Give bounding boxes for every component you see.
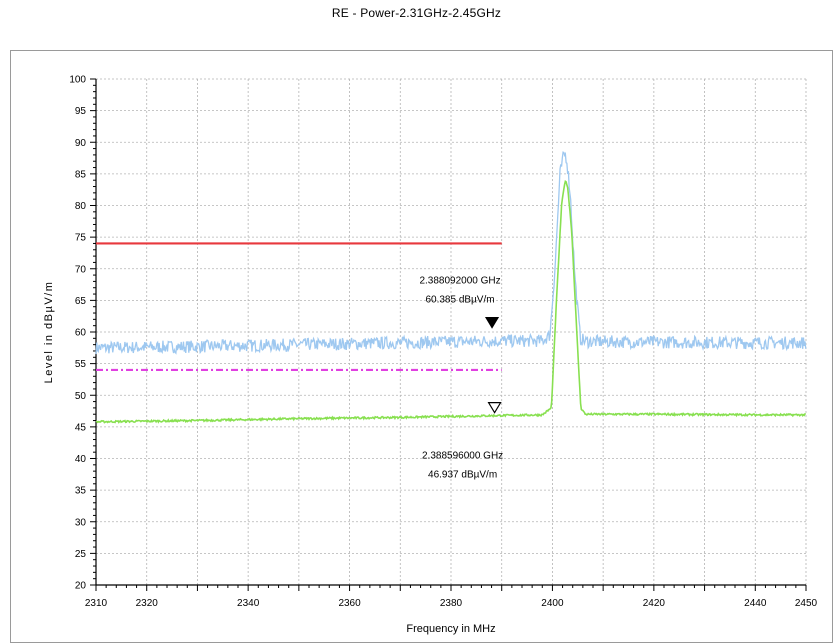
- limit-lines: [96, 242, 502, 372]
- series-line: [95, 151, 807, 355]
- y-axis-title: Level in dBµV/m: [43, 281, 55, 384]
- y-tick-label: 95: [75, 106, 87, 117]
- x-tick-label: 2420: [643, 598, 666, 609]
- y-tick-label: 85: [75, 169, 87, 180]
- y-tick-label: 60: [75, 328, 87, 339]
- x-tick-label: 2340: [237, 598, 260, 609]
- y-tick-label: 30: [75, 517, 87, 528]
- x-axis-title: Frequency in MHz: [406, 623, 495, 635]
- y-tick-label: 65: [75, 296, 87, 307]
- grid: [95, 78, 807, 586]
- marker-level: 60.385 dBµV/m: [425, 295, 494, 306]
- y-tick-label: 55: [75, 359, 87, 370]
- y-tick-label: 90: [75, 138, 87, 149]
- y-tick-label: 35: [75, 486, 87, 497]
- x-tick-label: 2400: [541, 598, 564, 609]
- x-tick-label: 2310: [85, 598, 108, 609]
- series: [95, 151, 807, 424]
- marker-triangle: [484, 316, 500, 329]
- marker-level: 46.937 dBµV/m: [428, 470, 497, 481]
- marker-frequency: 2.388092000 GHz: [419, 276, 500, 287]
- marker-triangle: [487, 402, 502, 414]
- y-tick-label: 80: [75, 201, 87, 212]
- x-tick-label: 2450: [795, 598, 818, 609]
- y-tick-label: 45: [75, 422, 87, 433]
- y-tick-label: 25: [75, 549, 87, 560]
- markers: 2.388092000 GHz 60.385 dBµV/m 2.388596000 …: [419, 276, 503, 481]
- chart-title: RE - Power-2.31GHz-2.45GHz: [331, 6, 502, 20]
- y-tick-label: 40: [75, 454, 87, 465]
- x-tick-label: 2360: [338, 598, 361, 609]
- y-tick-label: 70: [75, 264, 87, 275]
- x-tick-label: 2320: [136, 598, 159, 609]
- ticks: 2310 2320 2340 2360 2380 2400 2420 2440 2450 20 25…: [69, 75, 817, 610]
- y-tick-label: 20: [75, 581, 87, 592]
- marker-frequency: 2.388596000 GHz: [422, 451, 503, 462]
- x-tick-label: 2380: [440, 598, 463, 609]
- x-tick-label: 2440: [744, 598, 767, 609]
- y-tick-label: 100: [69, 75, 86, 86]
- y-tick-label: 50: [75, 391, 87, 402]
- y-tick-label: 75: [75, 233, 87, 244]
- series-line: [95, 180, 806, 424]
